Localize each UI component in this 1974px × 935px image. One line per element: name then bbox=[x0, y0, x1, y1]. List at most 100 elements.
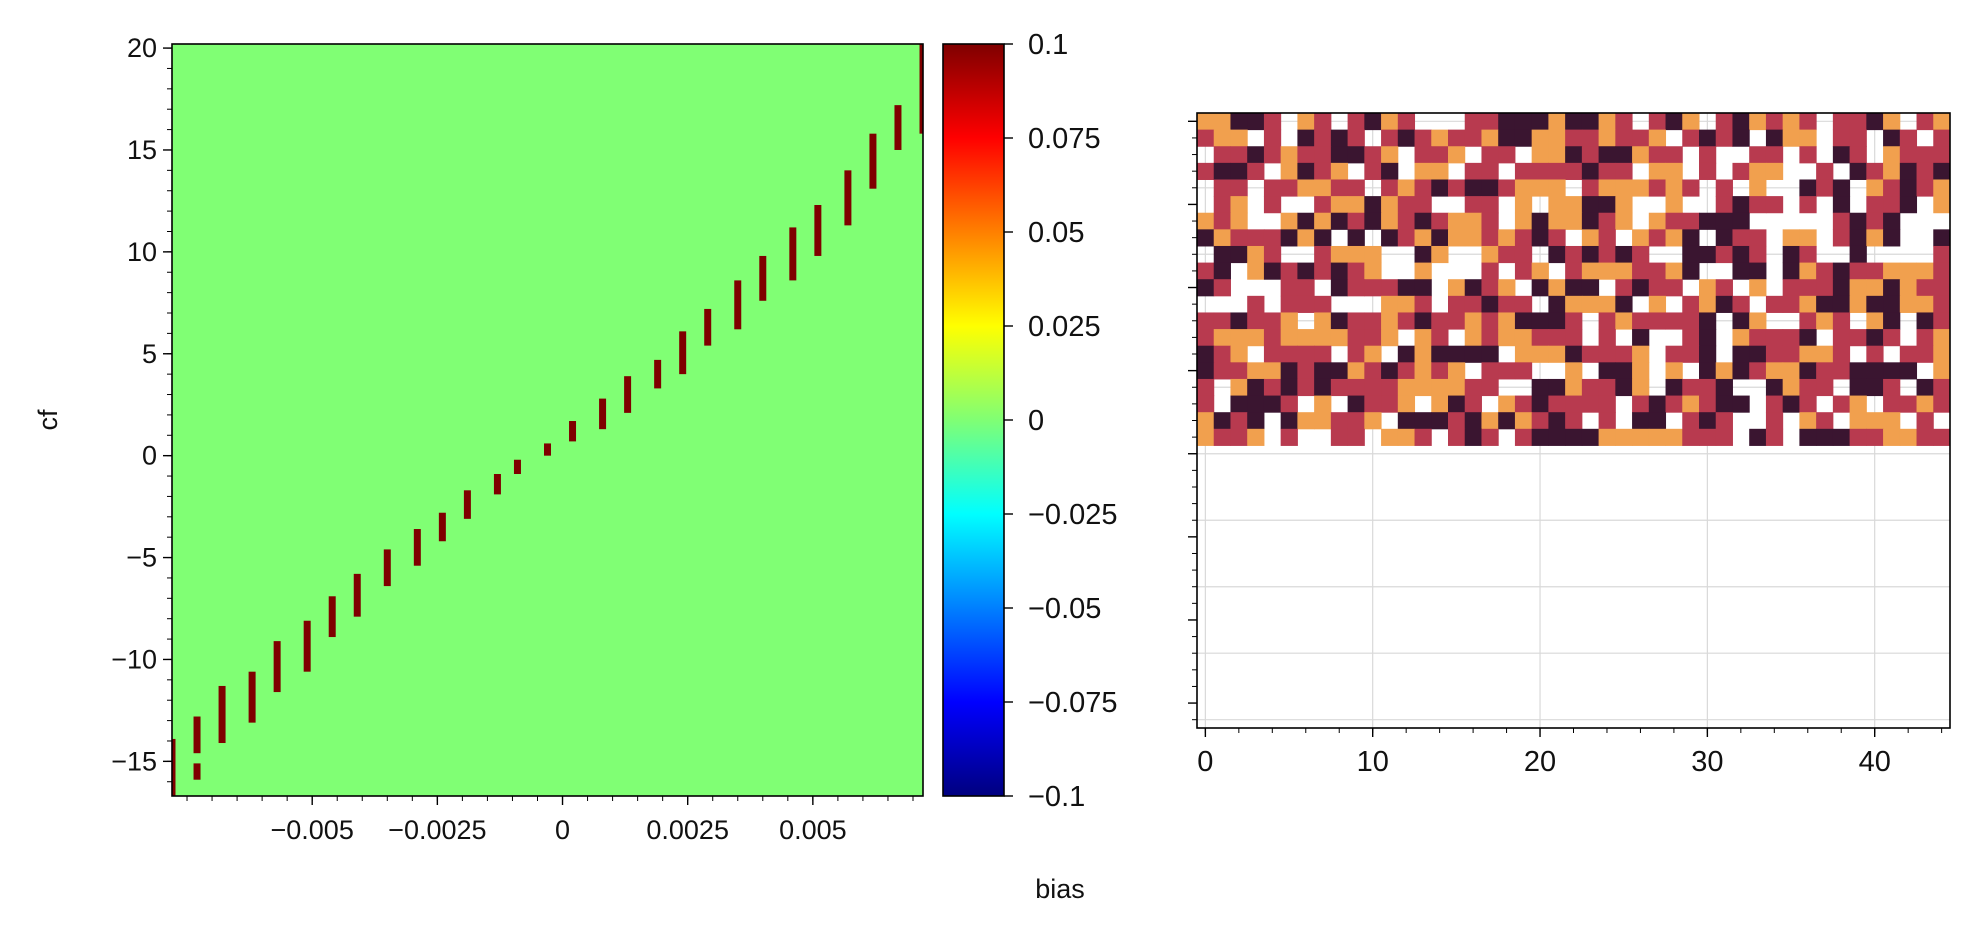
heatmap-cell bbox=[1883, 146, 1901, 164]
heatmap-cell bbox=[1732, 162, 1750, 180]
heatmap-cell bbox=[1230, 345, 1248, 363]
heatmap-cell bbox=[1581, 212, 1600, 230]
heatmap-cell bbox=[1648, 395, 1667, 413]
heatmap-cell bbox=[1565, 428, 1583, 446]
diagonal-segment bbox=[844, 170, 852, 226]
heatmap-cell bbox=[1632, 179, 1650, 197]
diagonal-segment bbox=[654, 359, 662, 389]
heatmap-cell bbox=[1632, 412, 1650, 430]
heatmap-cell bbox=[1280, 312, 1298, 330]
heatmap-cell bbox=[1431, 179, 1449, 197]
heatmap-cell bbox=[1632, 312, 1650, 330]
heatmap-cell bbox=[1832, 196, 1851, 214]
heatmap-cell bbox=[1615, 428, 1633, 446]
heatmap-cell bbox=[1565, 378, 1583, 397]
heatmap-cell bbox=[1314, 212, 1332, 230]
heatmap-cell bbox=[1899, 262, 1918, 280]
heatmap-cell bbox=[1448, 179, 1466, 197]
diagonal-segment bbox=[624, 376, 632, 413]
heatmap-cell bbox=[1648, 295, 1667, 313]
heatmap-cell bbox=[1665, 428, 1683, 446]
heatmap-cell bbox=[1933, 196, 1951, 214]
heatmap-cell bbox=[1263, 378, 1282, 397]
heatmap-cell bbox=[1297, 279, 1315, 297]
heatmap-cell bbox=[1448, 229, 1466, 247]
heatmap-cell bbox=[1565, 129, 1583, 147]
colorbar: 0.1 0.075 0.05 0.025 0 −0.025 −0.05 −0.075 −0.1 bbox=[942, 29, 1118, 813]
heatmap-cell bbox=[1414, 245, 1432, 264]
heatmap-cell bbox=[1280, 378, 1298, 397]
heatmap-cell bbox=[1514, 395, 1533, 413]
heatmap-cell bbox=[1765, 362, 1784, 380]
heatmap-cell bbox=[1799, 312, 1817, 330]
heatmap-cell bbox=[1514, 312, 1533, 330]
heatmap-cell bbox=[1230, 378, 1248, 397]
heatmap-cell bbox=[1615, 179, 1633, 197]
diagonal-segment bbox=[789, 227, 797, 281]
heatmap-cell bbox=[1598, 312, 1616, 330]
heatmap-cell bbox=[1213, 262, 1231, 280]
heatmap-cell bbox=[1263, 146, 1282, 164]
right-heatmap-cells bbox=[1197, 113, 1951, 446]
heatmap-cell bbox=[1832, 312, 1851, 330]
heatmap-cell bbox=[1916, 412, 1934, 430]
heatmap-cell bbox=[1381, 312, 1399, 330]
heatmap-cell bbox=[1481, 196, 1499, 214]
heatmap-cell bbox=[1699, 345, 1717, 363]
heatmap-cell bbox=[1849, 329, 1867, 347]
heatmap-cell bbox=[1498, 279, 1516, 297]
heatmap-cell bbox=[1782, 395, 1800, 413]
heatmap-cell bbox=[1598, 179, 1616, 197]
heatmap-cell bbox=[1448, 279, 1466, 297]
heatmap-cell bbox=[1682, 245, 1700, 264]
heatmap-cell bbox=[1414, 412, 1432, 430]
diagonal-segment bbox=[919, 44, 923, 134]
heatmap-cell bbox=[1314, 345, 1332, 363]
heatmap-cell bbox=[1849, 212, 1867, 230]
heatmap-cell bbox=[1749, 262, 1767, 280]
heatmap-cell bbox=[1933, 179, 1951, 197]
heatmap-cell bbox=[1531, 378, 1549, 397]
heatmap-cell bbox=[1665, 279, 1683, 297]
heatmap-cell bbox=[1247, 428, 1265, 446]
heatmap-cell bbox=[1213, 362, 1231, 380]
heatmap-cell bbox=[1230, 329, 1248, 347]
heatmap-cell bbox=[1682, 229, 1700, 247]
heatmap-cell bbox=[1883, 378, 1901, 397]
heatmap-cell bbox=[1381, 279, 1399, 297]
heatmap-cell bbox=[1247, 395, 1265, 413]
heatmap-cell bbox=[1565, 395, 1583, 413]
heatmap-cell bbox=[1381, 428, 1399, 446]
heatmap-cell bbox=[1531, 229, 1549, 247]
heatmap-cell bbox=[1665, 196, 1683, 214]
heatmap-cell bbox=[1330, 146, 1349, 164]
heatmap-cell bbox=[1866, 179, 1884, 197]
right-panel: 0 10 20 30 40 bbox=[1188, 112, 1951, 778]
heatmap-cell bbox=[1832, 345, 1851, 363]
heatmap-cell bbox=[1699, 279, 1717, 297]
heatmap-cell bbox=[1213, 345, 1231, 363]
y-tick-label: −15 bbox=[111, 746, 157, 776]
heatmap-cell bbox=[1314, 329, 1332, 347]
heatmap-cell bbox=[1816, 295, 1834, 313]
heatmap-cell bbox=[1849, 162, 1867, 180]
heatmap-cell bbox=[1197, 378, 1215, 397]
heatmap-cell bbox=[1866, 362, 1884, 380]
heatmap-cell bbox=[1648, 262, 1667, 280]
heatmap-cell bbox=[1699, 329, 1717, 347]
heatmap-cell bbox=[1381, 146, 1399, 164]
heatmap-cell bbox=[1749, 162, 1767, 180]
heatmap-cell bbox=[1765, 345, 1784, 363]
heatmap-cell bbox=[1883, 295, 1901, 313]
heatmap-cell bbox=[1364, 212, 1382, 230]
heatmap-cell bbox=[1280, 362, 1298, 380]
heatmap-cell bbox=[1414, 279, 1432, 297]
heatmap-cell bbox=[1732, 362, 1750, 380]
heatmap-cell bbox=[1581, 245, 1600, 264]
heatmap-cell bbox=[1230, 113, 1248, 131]
heatmap-cell bbox=[1381, 362, 1399, 380]
heatmap-cell bbox=[1330, 362, 1349, 380]
right-y-ticks bbox=[1188, 120, 1197, 721]
heatmap-cell bbox=[1414, 196, 1432, 214]
